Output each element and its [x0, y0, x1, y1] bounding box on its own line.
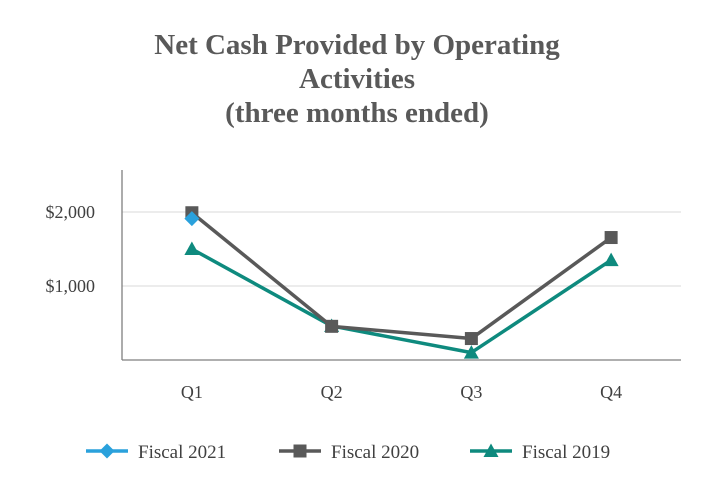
chart-title: Net Cash Provided by OperatingActivities…	[154, 29, 560, 129]
chart-title-line: (three months ended)	[225, 97, 489, 129]
legend-marker	[293, 444, 307, 458]
x-tick-label: Q4	[600, 382, 622, 402]
y-tick-label: $2,000	[46, 202, 96, 222]
data-point-marker	[464, 332, 478, 346]
series-fiscal-2019	[184, 241, 619, 359]
y-axis-tick-labels: $1,000 $2,000	[46, 202, 96, 296]
legend-marker	[483, 443, 499, 457]
legend-item: Fiscal 2021	[86, 442, 226, 463]
data-point-marker	[184, 211, 200, 227]
x-axis-tick-labels: Q1 Q2 Q3 Q4	[181, 382, 622, 402]
data-point-marker	[325, 319, 339, 333]
series-line-segment	[190, 210, 334, 329]
gridlines	[122, 211, 681, 287]
series-line-segment	[469, 235, 613, 341]
legend-label: Fiscal 2020	[331, 442, 419, 463]
series-line-segment	[469, 258, 613, 355]
data-point-marker	[184, 241, 200, 255]
series-fiscal-2020	[185, 206, 618, 346]
legend-label: Fiscal 2021	[138, 442, 226, 463]
series-line-segment	[329, 324, 474, 341]
chart-title-line: Activities	[299, 63, 415, 95]
x-tick-label: Q2	[321, 382, 343, 402]
data-point-marker	[604, 231, 618, 245]
series-line-segment	[329, 324, 474, 355]
series-line-segment	[190, 247, 334, 328]
data-point-marker	[463, 345, 479, 359]
series-fiscal-2021	[184, 211, 200, 227]
axes	[121, 170, 681, 361]
chart-title-line: Net Cash Provided by Operating	[154, 29, 560, 61]
legend-item: Fiscal 2020	[279, 442, 419, 463]
data-point-marker	[603, 252, 619, 267]
legend-label: Fiscal 2019	[522, 442, 610, 463]
x-tick-label: Q1	[181, 382, 203, 402]
legend-item: Fiscal 2019	[470, 442, 610, 463]
series-lines	[184, 206, 619, 359]
legend-marker	[99, 443, 115, 459]
legend: Fiscal 2021 Fiscal 2020 Fiscal 2019	[86, 442, 610, 463]
x-tick-label: Q3	[460, 382, 482, 402]
y-tick-label: $1,000	[46, 276, 96, 296]
